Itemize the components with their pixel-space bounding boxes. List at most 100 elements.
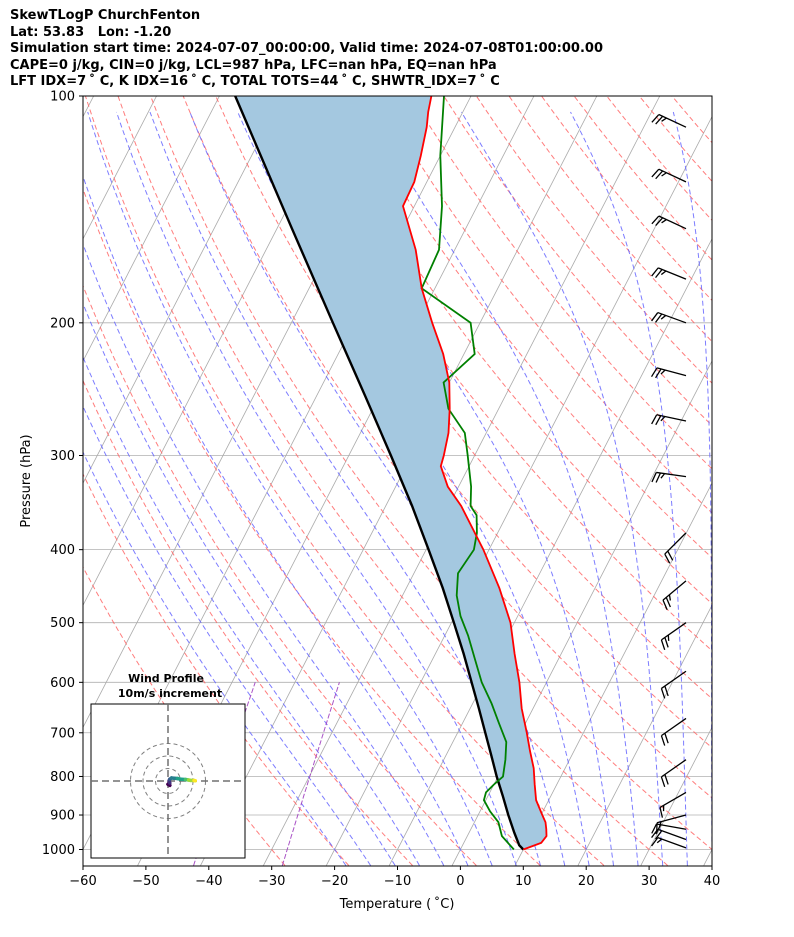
wind-barb: [651, 267, 687, 280]
wind-barb: [651, 414, 687, 426]
location-line: Lat: 53.83 Lon: -1.20: [10, 24, 172, 40]
inset-subtitle: 10m/s increment: [118, 687, 222, 700]
x-tick-label: 0: [456, 874, 464, 889]
barb-feather: [660, 314, 667, 320]
x-axis-label: Temperature ( ˚C): [339, 896, 455, 912]
barb-feather: [660, 776, 666, 788]
isotherm-line: [263, 96, 661, 866]
barb-feather: [661, 219, 667, 224]
barb-feather: [655, 217, 664, 227]
wind-barb: [651, 828, 687, 841]
barb-staff: [656, 814, 687, 824]
barb-feather: [651, 114, 660, 123]
inset-title: Wind Profile: [128, 672, 204, 685]
barb-feather: [654, 313, 663, 323]
barb-staff: [661, 717, 687, 737]
barb-feather: [660, 473, 666, 479]
barb-feather: [651, 828, 659, 839]
barb-staff: [656, 823, 687, 830]
moist-adiabat: [149, 111, 541, 866]
y-tick-label: 500: [50, 616, 75, 631]
dry-adiabat: [247, 96, 712, 700]
wind-barb: [651, 113, 687, 128]
barb-feather: [661, 172, 667, 177]
barb-staff: [657, 267, 687, 280]
wind-barb: [651, 311, 687, 324]
x-tick-label: −50: [132, 874, 159, 889]
isotherm-line: [83, 96, 346, 607]
barb-feather: [655, 170, 664, 180]
x-tick-label: −10: [384, 874, 411, 889]
barb-feather: [664, 637, 669, 648]
barb-staff: [656, 367, 687, 377]
moist-adiabat: [83, 174, 469, 866]
moist-adiabat: [87, 111, 493, 866]
moist-adiabat: [189, 111, 566, 866]
barb-staff: [661, 759, 687, 778]
dry-adiabat: [83, 284, 477, 866]
barb-feather: [655, 415, 662, 426]
mixing-ratio-line: [281, 682, 340, 866]
wind-barb: [664, 532, 687, 564]
isotherm-line: [83, 96, 283, 484]
isotherm-line: [640, 726, 712, 866]
isotherm-line: [83, 96, 220, 362]
dry-adiabat: [410, 96, 712, 470]
moist-adiabat: [116, 111, 517, 866]
series-layer: [234, 96, 548, 851]
wind-barb: [651, 471, 687, 483]
isotherm-line: [577, 604, 712, 866]
barb-feather: [656, 838, 663, 844]
barb-feather: [662, 599, 668, 610]
x-tick-label: −60: [69, 874, 96, 889]
dry-adiabat: [84, 96, 605, 866]
dewpoint-line: [420, 96, 515, 851]
isotherm-line: [83, 96, 95, 118]
dry-adiabat: [83, 379, 413, 866]
moist-adiabat: [570, 111, 688, 866]
barb-feather: [660, 416, 666, 422]
moist-adiabat: [737, 112, 752, 866]
y-tick-label: 300: [50, 449, 75, 464]
barb-feather: [651, 837, 659, 847]
dry-adiabat: [671, 96, 712, 144]
moist-adiabat: [83, 405, 372, 866]
y-tick-label: 400: [50, 543, 75, 558]
barb-feather: [664, 685, 669, 697]
barb-staff: [657, 828, 687, 841]
wind-barb: [660, 622, 687, 650]
time-line: Simulation start time: 2024-07-07_00:00:…: [10, 41, 603, 56]
wind-barb: [662, 580, 687, 610]
barb-staff: [664, 532, 687, 555]
x-tick-label: 30: [641, 874, 658, 889]
wind-barb: [651, 168, 687, 183]
barb-feather: [668, 594, 672, 601]
y-tick-label: 900: [50, 809, 75, 824]
dry-adiabat: [182, 96, 712, 799]
barb-staff: [661, 670, 687, 689]
barb-feather: [651, 414, 658, 425]
cape-fill-layer: [235, 96, 547, 850]
wind-barb: [660, 717, 687, 746]
y-tick-label: 100: [50, 90, 75, 105]
moist-adiabat: [237, 111, 590, 866]
barb-feather: [655, 269, 663, 279]
barb-feather: [664, 733, 669, 744]
barb-staff: [658, 215, 687, 230]
cape-line: CAPE=0 j/kg, CIN=0 j/kg, LCL=987 hPa, LF…: [10, 57, 497, 73]
barb-staff: [658, 113, 687, 128]
barb-feather: [655, 115, 664, 125]
barb-feather: [661, 117, 667, 122]
wind-barb: [660, 759, 687, 788]
moist-adiabat: [369, 111, 639, 866]
isotherm-line: [200, 96, 598, 866]
barb-staff: [662, 580, 687, 601]
barb-feather: [651, 472, 657, 483]
dry-adiabat: [215, 96, 712, 749]
moist-adiabat: [460, 111, 664, 866]
chart-title: SkewTLogP ChurchFenton: [10, 8, 201, 23]
y-axis-label: Pressure (hPa): [19, 434, 34, 527]
dry-adiabat: [638, 96, 712, 183]
wind-barbs: [650, 113, 687, 849]
isotherm-line: [703, 848, 712, 866]
